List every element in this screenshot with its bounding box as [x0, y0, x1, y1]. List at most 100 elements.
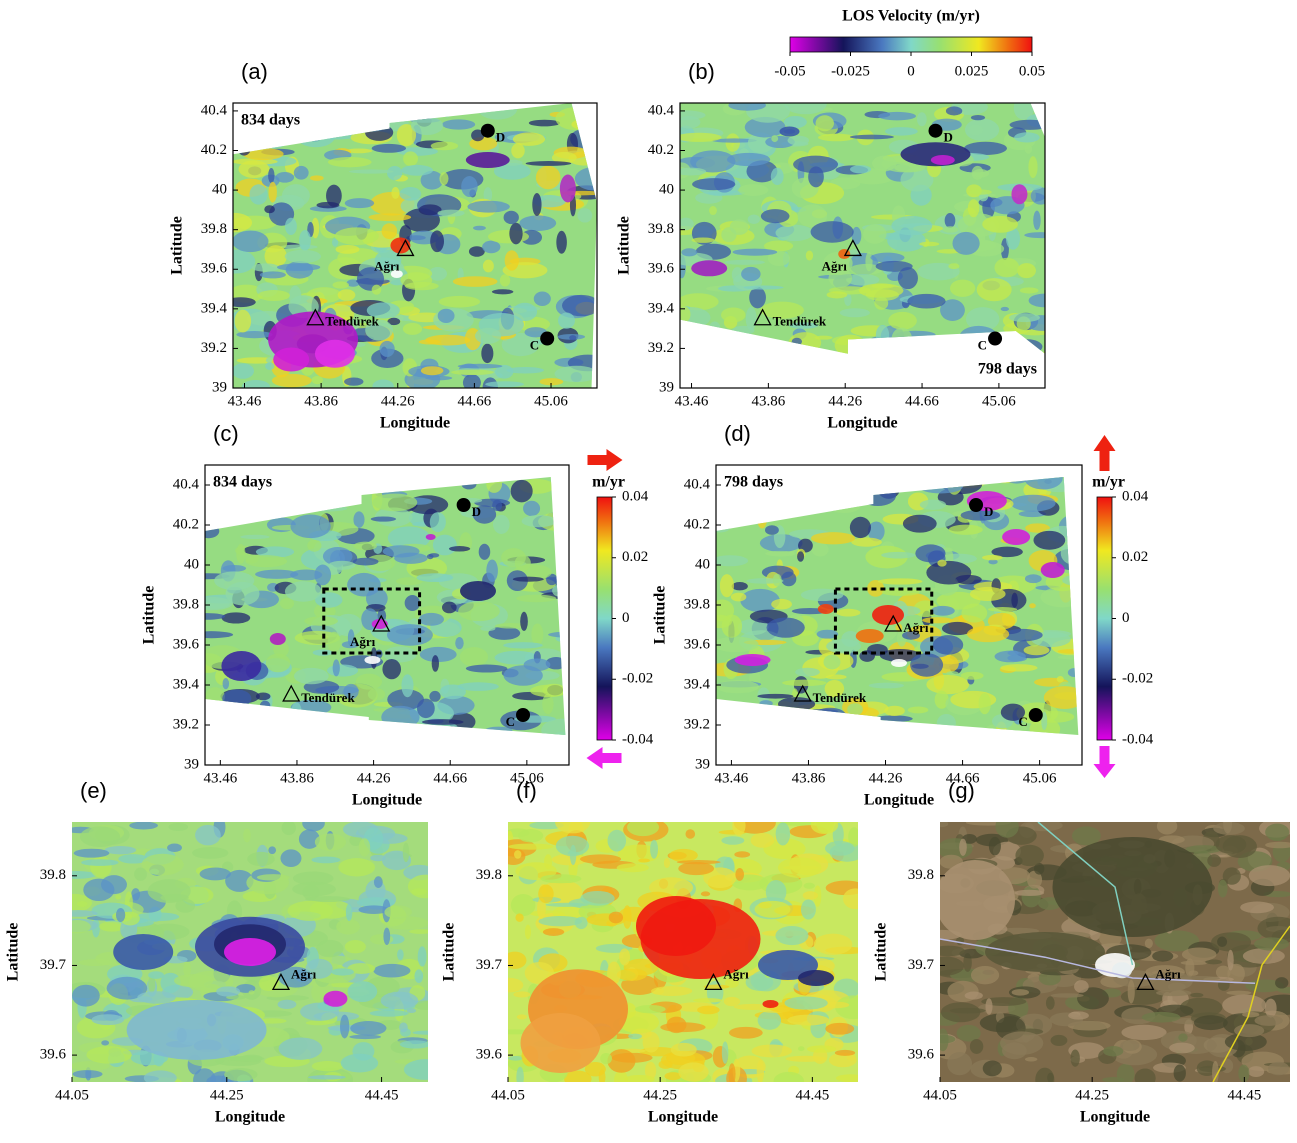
map-texture: [1242, 1012, 1259, 1018]
map-texture: [1051, 1035, 1068, 1046]
map-texture: [937, 714, 956, 732]
map-texture: [1121, 1025, 1166, 1040]
map-texture: [409, 929, 432, 934]
map-texture: [351, 468, 395, 486]
map-texture: [235, 499, 251, 514]
map-texture: [407, 1008, 416, 1013]
map-texture: [205, 687, 225, 706]
map-texture: [934, 754, 962, 770]
site-label: Ağrı: [291, 966, 317, 981]
y-tick-label: 39.8: [648, 221, 674, 237]
map-texture: [569, 335, 576, 340]
map-texture: [458, 601, 500, 621]
map-feature: [735, 654, 771, 666]
y-tick-label: 40: [659, 182, 674, 198]
site-label: Ağrı: [374, 258, 400, 273]
map-texture: [950, 469, 988, 488]
map-texture: [850, 517, 871, 538]
map-texture: [1009, 313, 1040, 322]
map-texture: [870, 253, 904, 263]
map-texture: [628, 1034, 642, 1039]
map-texture: [353, 747, 391, 760]
map-texture: [222, 612, 251, 623]
map-texture: [101, 875, 127, 894]
map-texture: [513, 991, 530, 997]
map-texture: [500, 274, 510, 286]
map-texture: [511, 480, 533, 503]
colorbar-tick-label: -0.04: [1122, 731, 1154, 747]
map-texture: [508, 843, 553, 849]
map-texture: [217, 711, 261, 722]
map-texture: [379, 467, 400, 475]
map-texture: [216, 721, 239, 739]
map-texture: [987, 467, 1023, 483]
y-tick-label: 39.2: [201, 340, 227, 356]
map-texture: [732, 331, 741, 348]
map-texture: [701, 891, 710, 896]
map-texture: [455, 637, 463, 649]
site-label: C: [506, 714, 515, 729]
map-texture: [1025, 1057, 1037, 1062]
map-feature: [127, 1000, 267, 1060]
map-texture: [976, 756, 992, 761]
map-texture: [727, 153, 770, 166]
map-texture: [350, 1021, 386, 1036]
map-texture: [511, 894, 536, 916]
map-texture: [627, 818, 659, 836]
y-tick-label: 39.6: [476, 1047, 503, 1063]
site-label: D: [472, 504, 481, 519]
y-tick-label: 39.8: [476, 867, 502, 883]
map-texture: [1218, 880, 1228, 898]
map-texture: [144, 1070, 177, 1085]
map-texture: [979, 693, 991, 714]
x-tick-label: 45.06: [534, 393, 568, 409]
map-texture: [1102, 1077, 1124, 1082]
map-texture: [480, 626, 495, 631]
map-texture: [945, 213, 956, 228]
map-texture: [354, 542, 377, 551]
map-texture: [520, 612, 528, 631]
y-tick-label: 40: [695, 556, 710, 572]
colorbar-tick-label: -0.02: [1122, 671, 1153, 687]
map-texture: [757, 1060, 764, 1083]
map-texture: [859, 485, 896, 506]
map-texture: [236, 544, 245, 564]
map-texture: [222, 689, 251, 707]
x-tick-label: 43.86: [280, 770, 314, 786]
map-texture: [798, 490, 817, 505]
map-texture: [325, 736, 362, 749]
map-texture: [1000, 664, 1037, 671]
map-texture: [782, 351, 825, 374]
map-texture: [304, 616, 338, 626]
map-texture: [232, 231, 268, 253]
map-texture: [801, 899, 816, 919]
map-texture: [971, 966, 999, 984]
x-tick-label: 44.45: [795, 1087, 829, 1103]
map-texture: [461, 479, 476, 489]
map-texture: [795, 668, 820, 677]
map-texture: [884, 706, 905, 716]
map-texture: [998, 379, 1026, 387]
colorbar-tick-label: 0.04: [1122, 488, 1149, 504]
map-texture: [360, 731, 393, 743]
map-texture: [992, 742, 1000, 759]
map-texture: [919, 242, 939, 247]
map-texture: [890, 351, 934, 365]
map-texture: [328, 632, 341, 653]
map-texture: [336, 245, 360, 254]
x-tick-label: 45.06: [1023, 770, 1057, 786]
map-texture: [463, 374, 481, 391]
map-texture: [1015, 845, 1043, 866]
map-texture: [225, 1056, 264, 1061]
map-texture: [743, 285, 783, 289]
map-texture: [1028, 156, 1037, 178]
map-texture: [1058, 655, 1098, 660]
map-texture: [804, 350, 842, 369]
x-tick-label: 44.05: [923, 1087, 957, 1103]
x-axis-label: Longitude: [380, 415, 450, 432]
map-texture: [1051, 993, 1084, 997]
y-tick-label: 39.6: [908, 1047, 935, 1063]
map-texture: [449, 546, 470, 551]
map-image: [922, 815, 1297, 1092]
map-texture: [806, 250, 813, 260]
